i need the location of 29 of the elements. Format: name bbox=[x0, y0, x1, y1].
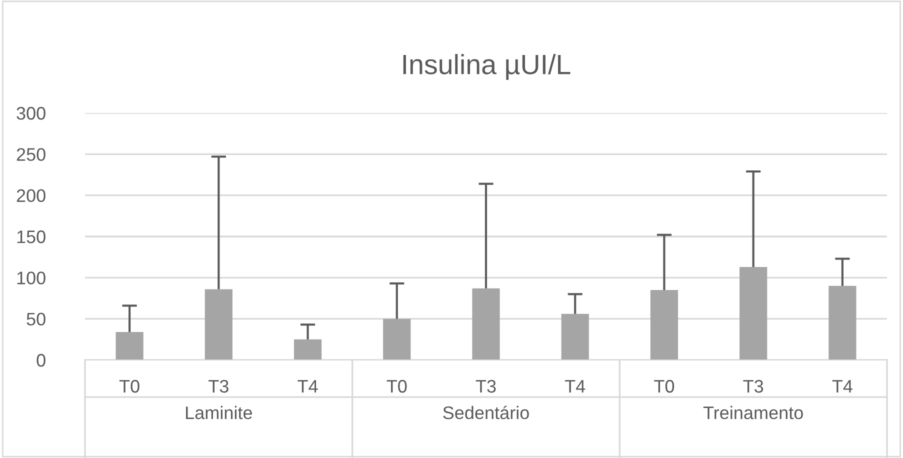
x-tick-label: T3 bbox=[208, 380, 228, 393]
x-tick-label: T0 bbox=[386, 380, 407, 393]
bar bbox=[740, 266, 768, 360]
x-tick-label: T4 bbox=[832, 380, 852, 393]
x-tick-label: T4 bbox=[298, 380, 318, 393]
text: Laminite bbox=[186, 406, 252, 420]
chart-title: Insulina µUI/L bbox=[403, 54, 570, 80]
bar bbox=[294, 339, 322, 360]
x-tick-label: T3 bbox=[743, 380, 764, 393]
y-tick-label: 50 bbox=[26, 312, 46, 326]
x-tick-label: T3 bbox=[476, 380, 496, 393]
bar bbox=[472, 288, 500, 360]
y-tick-label: 250 bbox=[16, 148, 46, 161]
text: Sedentário bbox=[443, 406, 529, 420]
bar bbox=[650, 290, 678, 360]
text: Treinamento bbox=[703, 406, 803, 420]
x-tick-label: T0 bbox=[654, 380, 674, 393]
bar bbox=[204, 289, 232, 360]
x-tick-label: T4 bbox=[564, 380, 586, 393]
y-tick-label: 200 bbox=[16, 189, 46, 202]
bar bbox=[383, 318, 411, 360]
y-tick-label: 0 bbox=[36, 354, 46, 367]
bar bbox=[116, 332, 144, 360]
y-tick-label: 100 bbox=[17, 272, 46, 284]
y-tick-label: 150 bbox=[17, 230, 46, 244]
y-tick-label: 300 bbox=[16, 106, 46, 120]
x-tick-label: T0 bbox=[119, 380, 140, 393]
bar bbox=[828, 286, 856, 360]
bar bbox=[561, 314, 589, 360]
